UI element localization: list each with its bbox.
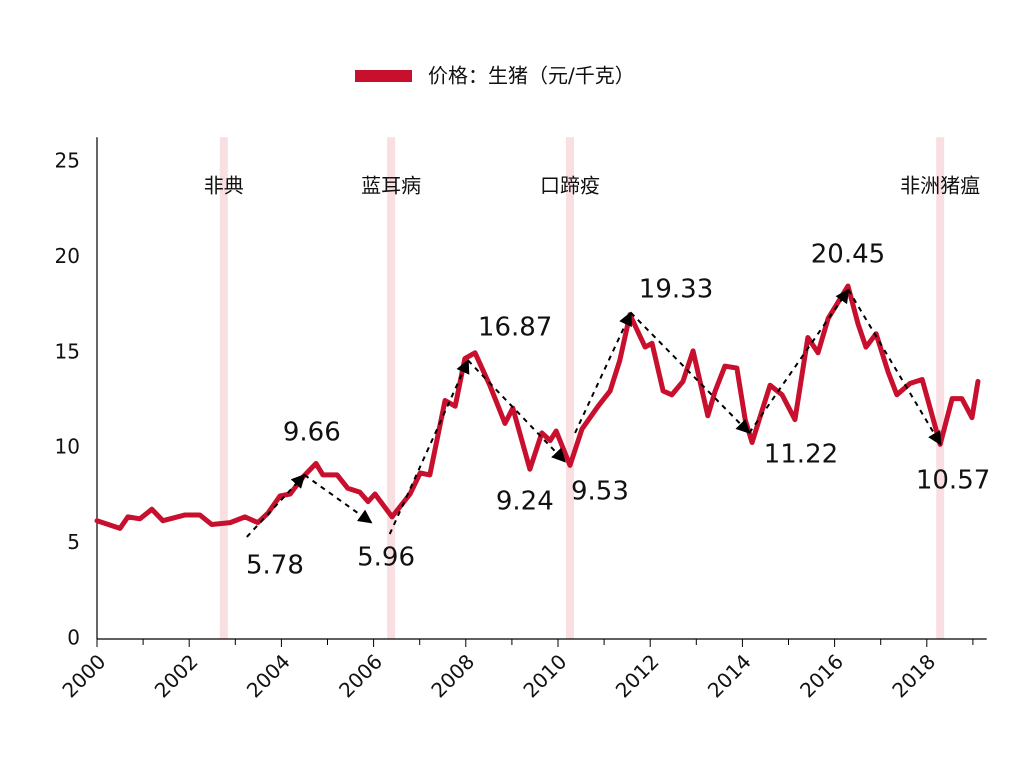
x-tick-label: 2018 xyxy=(887,649,940,702)
x-tick-label: 2002 xyxy=(150,649,203,702)
trend-arrow xyxy=(388,359,470,535)
annotation: 9.66 xyxy=(283,417,341,447)
event-label: 口蹄疫 xyxy=(540,174,600,198)
trend-arrow xyxy=(303,474,373,524)
x-tick-label: 2008 xyxy=(426,649,479,702)
y-tick-label: 20 xyxy=(55,244,80,268)
trend-arrow xyxy=(748,288,850,434)
event-label: 非洲猪瘟 xyxy=(900,174,980,198)
y-tick-label: 5 xyxy=(67,530,80,554)
x-tick-label: 2012 xyxy=(611,649,664,702)
x-tick-label: 2000 xyxy=(57,649,110,702)
y-tick-label: 15 xyxy=(55,339,80,363)
event-band xyxy=(565,137,574,640)
x-tick-label: 2016 xyxy=(795,649,848,702)
x-tick-label: 2010 xyxy=(518,649,571,702)
event-band xyxy=(219,137,228,640)
legend-swatch xyxy=(355,70,412,82)
annotation: 9.24 xyxy=(496,487,554,517)
annotation: 10.57 xyxy=(916,466,990,496)
annotation: 16.87 xyxy=(478,312,552,342)
trend-arrow xyxy=(467,359,566,463)
y-tick-label: 0 xyxy=(67,626,80,650)
annotation: 5.96 xyxy=(357,542,415,572)
annotation: 9.53 xyxy=(571,477,629,507)
annotation: 19.33 xyxy=(639,274,713,304)
annotation: 5.78 xyxy=(246,550,304,580)
event-band xyxy=(387,137,396,640)
trend-arrow xyxy=(847,289,942,446)
x-tick-label: 2006 xyxy=(334,649,387,702)
event-band xyxy=(936,137,945,640)
event-label: 蓝耳病 xyxy=(361,174,421,198)
event-label: 非典 xyxy=(204,174,244,198)
annotation: 20.45 xyxy=(811,239,885,269)
x-tick-label: 2004 xyxy=(242,649,295,702)
annotation: 11.22 xyxy=(764,440,838,470)
trend-arrow xyxy=(246,473,306,538)
trend-arrow xyxy=(574,311,632,434)
y-tick-label: 10 xyxy=(55,435,80,459)
x-tick-label: 2014 xyxy=(703,649,756,702)
legend-label: 价格：生猪（元/千克） xyxy=(428,64,635,88)
trend-arrow xyxy=(630,312,751,434)
y-tick-label: 25 xyxy=(55,149,80,173)
